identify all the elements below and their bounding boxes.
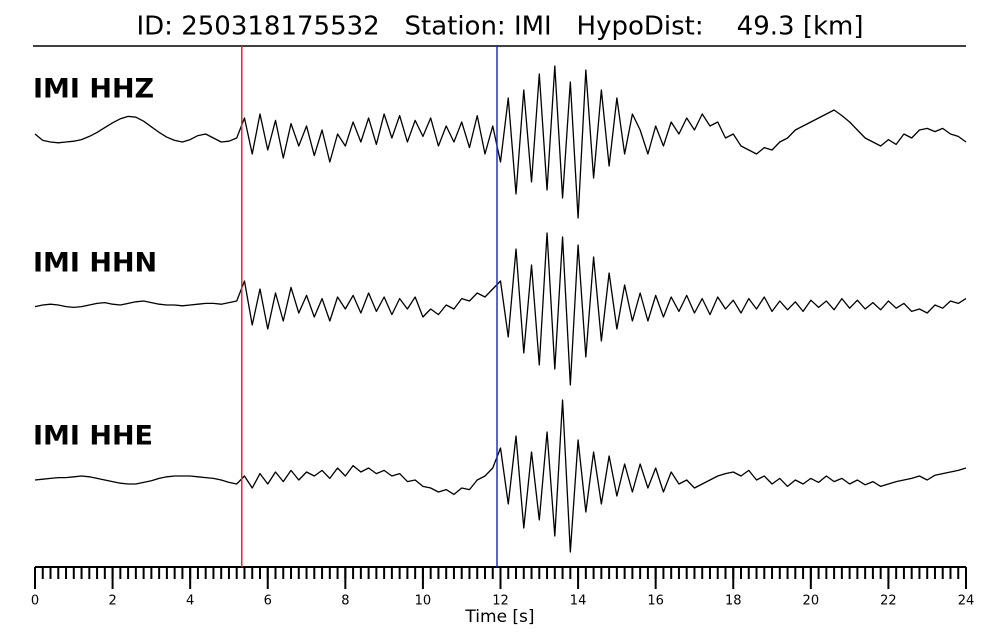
waveform [34,232,967,386]
x-tick-label: 8 [341,594,349,609]
trace-label: IMI HHN [33,248,157,279]
x-tick-label: 2 [108,594,116,609]
x-tick-label: 12 [492,594,509,609]
x-tick-label: 6 [264,594,272,609]
x-tick-label: 0 [31,594,39,609]
x-tick-label: 4 [186,594,194,609]
x-tick-label: 18 [725,594,742,609]
trace-label: IMI HHE [33,421,153,452]
x-tick-label: 20 [803,594,820,609]
x-tick-label: 24 [958,594,975,609]
waveform [34,65,967,219]
x-tick-label: 22 [880,594,897,609]
x-tick-label: 14 [570,594,587,609]
x-tick-label: 16 [647,594,664,609]
trace-label: IMI HHZ [33,74,154,105]
chart-title: ID: 250318175532 Station: IMI HypoDist: … [136,12,863,42]
x-axis-label: Time [s] [464,607,534,627]
waveform [34,399,967,553]
x-tick-label: 10 [415,594,432,609]
